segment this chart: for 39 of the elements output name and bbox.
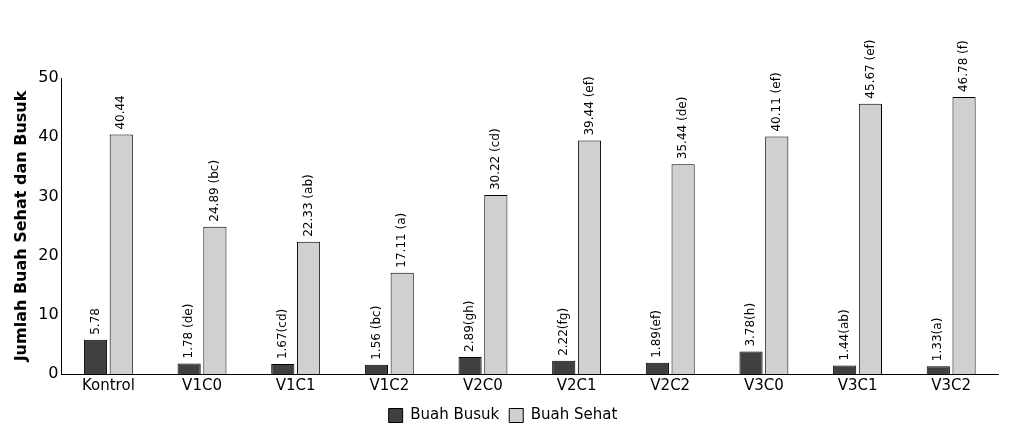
x-tick-label: V2C0 [463,375,503,394]
legend-label: Buah Sehat [530,405,618,424]
data-label: 1.44(ab) [836,309,851,361]
x-tick-label: V3C1 [837,375,878,394]
x-tick-label: V3C0 [743,375,784,394]
y-axis-title: Jumlah Buah Sehat dan Busuk [10,90,30,363]
x-tick-label: Kontrol [81,375,135,394]
data-label: 1.89(ef) [649,310,664,358]
y-tick-label: 30 [38,185,59,205]
data-label: 1.78 (de) [181,303,196,359]
x-tick-label: V1C2 [369,375,410,394]
data-label: 17.11 (a) [394,212,409,268]
legend-label: Buah Busuk [410,405,500,424]
x-tick-label: V1C1 [275,375,316,394]
data-label: 35.44 (de) [675,96,690,160]
data-label: 1.56 (bc) [368,305,383,360]
x-tick-label: V2C2 [650,375,691,394]
x-tick-label: V1C0 [182,375,222,394]
data-label: 5.78 [87,308,102,335]
data-label: 3.78(h) [743,302,758,347]
y-tick-label: 40 [38,126,59,146]
data-label: 1.33(a) [930,317,945,362]
data-label: 46.78 (f) [956,40,971,93]
data-label: 24.89 (bc) [207,159,222,222]
y-tick-label: 10 [38,303,59,323]
data-label: 2.22(fg) [555,307,570,356]
y-tick-label: 50 [38,67,59,87]
x-tick-label: V3C2 [931,375,972,394]
data-label: 39.44 (ef) [581,76,596,136]
data-label: 2.89(gh) [462,300,477,352]
data-label: 40.44 [113,95,128,130]
data-label: 40.11 (ef) [768,72,783,132]
data-label: 30.22 (cd) [487,128,502,191]
data-label: 45.67 (ef) [862,39,877,99]
data-label: 1.67(cd) [274,308,289,360]
y-tick-label: 0 [48,363,59,383]
data-label: 22.33 (ab) [300,174,315,237]
y-tick-label: 20 [38,244,59,264]
x-tick-label: V2C1 [556,375,597,394]
